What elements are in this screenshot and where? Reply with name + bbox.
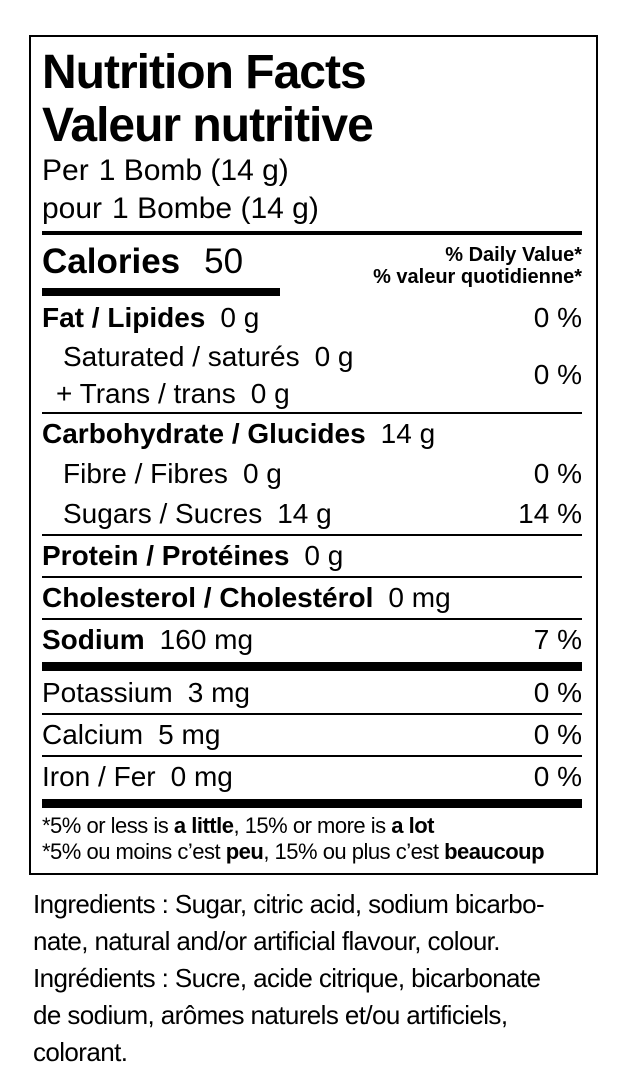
divider-after-protein	[42, 576, 582, 578]
ingredients-line: Ingredients : Sugar, citric acid, sodium…	[33, 889, 545, 919]
calories-section: Calories 50 % Daily Value* % valeur quot…	[42, 242, 582, 296]
row-fibre: Fibre / Fibres 0 g 0 %	[42, 454, 582, 494]
potassium-label: Potassium	[42, 677, 173, 708]
row-iron: Iron / Fer 0 mg 0 %	[42, 757, 582, 797]
row-sugars: Sugars / Sucres 14 g 14 %	[42, 494, 582, 534]
daily-value-line-en: % Daily Value*	[445, 244, 582, 266]
trans-value: 0 g	[250, 378, 290, 409]
sugars-label: Sugars / Sucres	[63, 498, 263, 529]
ingredients-line: nate, natural and/or artificial flavour,…	[33, 926, 501, 956]
potassium-percent: 0 %	[533, 677, 582, 708]
fibre-value: 0 g	[242, 458, 282, 489]
footnote-en-mid: , 15% or more is	[233, 813, 392, 838]
row-protein: Protein / Protéines 0 g	[42, 536, 582, 576]
footnote-fr-bold-beaucoup: beaucoup	[444, 839, 545, 864]
divider-after-sodium	[42, 662, 582, 671]
carbohydrate-label: Carbohydrate / Glucides	[42, 418, 366, 449]
serving-line-fr: pour 1 Bombe (14 g)	[42, 190, 582, 228]
divider-after-calcium	[42, 755, 582, 757]
divider-after-iron	[42, 799, 582, 808]
saturated-value: 0 g	[314, 341, 354, 372]
ingredients-line: de sodium, arômes naturels et/ou artific…	[33, 1000, 508, 1030]
fat-value: 0 g	[220, 302, 260, 333]
protein-value: 0 g	[304, 540, 344, 571]
calcium-value: 5 mg	[158, 719, 221, 750]
divider-after-potassium	[42, 713, 582, 715]
footnote-en: *5% or less is a little, 15% or more is …	[42, 813, 582, 839]
footnote-fr-mid: , 15% ou plus c’est	[263, 839, 445, 864]
nutrition-facts-panel: Nutrition Facts Valeur nutritive Per 1 Bo…	[29, 35, 598, 875]
iron-value: 0 mg	[170, 761, 233, 792]
row-saturated: Saturated / saturés 0 g	[42, 338, 534, 375]
footnote-en-text: *5% or less is	[42, 813, 174, 838]
potassium-value: 3 mg	[187, 677, 250, 708]
trans-label: + Trans / trans	[56, 378, 236, 409]
title-fr: Valeur nutritive	[42, 99, 374, 152]
sodium-value: 160 mg	[159, 624, 254, 655]
title-en: Nutrition Facts	[42, 46, 367, 99]
iron-label: Iron / Fer	[42, 761, 156, 792]
calories-underline-rule	[42, 288, 280, 296]
row-potassium: Potassium 3 mg 0 %	[42, 673, 582, 713]
carbohydrate-value: 14 g	[380, 418, 436, 449]
sodium-label: Sodium	[42, 624, 145, 655]
ingredients-line: colorant.	[33, 1037, 128, 1067]
footnotes: *5% or less is a little, 15% or more is …	[42, 813, 582, 867]
row-calcium: Calcium 5 mg 0 %	[42, 715, 582, 755]
footnote-en-bold-little: a little	[173, 813, 234, 838]
row-sodium: Sodium 160 mg 7 %	[42, 620, 582, 660]
serving-amount-en: 1 Bomb (14 g)	[98, 154, 289, 187]
nutrient-rows: Fat / Lipides 0 g 0 % Saturated / saturé…	[42, 298, 582, 808]
iron-percent: 0 %	[533, 761, 582, 792]
fat-label: Fat / Lipides	[42, 302, 206, 333]
saturated-trans-percent: 0 %	[533, 359, 582, 390]
divider-after-fat-group	[42, 412, 582, 414]
protein-label: Protein / Protéines	[42, 540, 290, 571]
footnote-fr: *5% ou moins c’est peu, 15% ou plus c’es…	[42, 839, 582, 865]
calcium-percent: 0 %	[533, 719, 582, 750]
saturated-label: Saturated / saturés	[63, 341, 300, 372]
fibre-percent: 0 %	[533, 458, 582, 489]
footnote-fr-text: *5% ou moins c’est	[42, 839, 226, 864]
fat-percent: 0 %	[533, 302, 582, 333]
cholesterol-label: Cholesterol / Cholestérol	[42, 582, 374, 613]
row-carbohydrate: Carbohydrate / Glucides 14 g	[42, 414, 582, 454]
ingredients-list: Ingredients : Sugar, citric acid, sodium…	[33, 886, 545, 1071]
divider-after-cholesterol	[42, 618, 582, 620]
header-rule	[42, 231, 582, 235]
fibre-label: Fibre / Fibres	[63, 458, 228, 489]
daily-value-header: % Daily Value* % valeur quotidienne*	[373, 244, 582, 296]
serving-prefix-fr: pour	[42, 192, 103, 225]
cholesterol-value: 0 mg	[388, 582, 451, 613]
daily-value-line-fr: % valeur quotidienne*	[373, 266, 582, 288]
serving-line-en: Per 1 Bomb (14 g)	[42, 152, 582, 190]
calories-block: Calories 50	[42, 242, 280, 296]
sugars-value: 14 g	[277, 498, 332, 529]
ingredients-line: Ingrédients : Sucre, acide citrique, bic…	[33, 963, 541, 993]
row-trans: + Trans / trans 0 g	[42, 375, 534, 412]
serving-amount-fr: 1 Bombe (14 g)	[112, 192, 319, 225]
row-cholesterol: Cholesterol / Cholestérol 0 mg	[42, 578, 582, 618]
calories-label: Calories	[42, 242, 181, 281]
calories-value: 50	[204, 242, 244, 281]
sodium-percent: 7 %	[533, 624, 582, 655]
footnote-en-bold-lot: a lot	[391, 813, 434, 838]
row-saturated-trans-group: Saturated / saturés 0 g + Trans / trans …	[42, 338, 582, 412]
serving-prefix-en: Per	[42, 154, 89, 187]
sugars-percent: 14 %	[518, 498, 582, 529]
divider-after-carbohydrate-group	[42, 534, 582, 536]
row-fat: Fat / Lipides 0 g 0 %	[42, 298, 582, 338]
calcium-label: Calcium	[42, 719, 144, 750]
footnote-fr-bold-peu: peu	[225, 839, 264, 864]
